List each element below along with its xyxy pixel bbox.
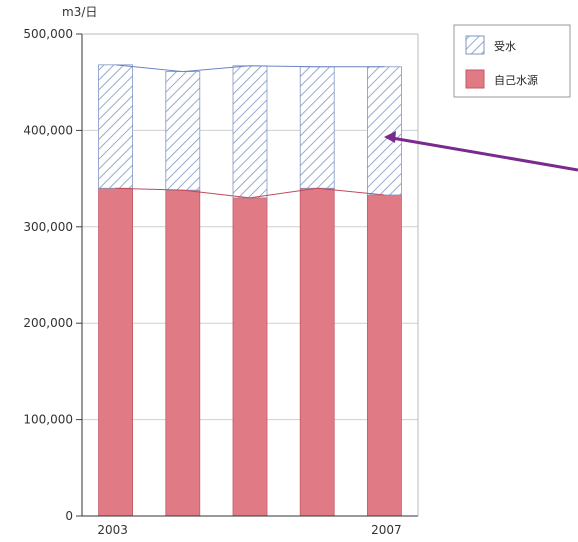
x-tick-label: 2007 bbox=[371, 523, 402, 537]
y-tick-label: 0 bbox=[65, 509, 73, 523]
bar-received-water bbox=[232, 65, 268, 199]
annotation-arrow bbox=[384, 131, 578, 172]
annotation-arrow-shaft bbox=[391, 136, 578, 172]
unit-label: m3/日 bbox=[62, 5, 97, 19]
series-line-received-water bbox=[115, 64, 385, 73]
bar-own-source bbox=[232, 197, 268, 517]
series-line-own-source bbox=[115, 187, 385, 199]
bar-received-water bbox=[98, 64, 133, 189]
bar-own-source bbox=[98, 187, 133, 517]
series-connector-lines bbox=[115, 64, 385, 199]
legend-swatch-own-source bbox=[465, 69, 485, 89]
legend-label-own-source: 自己水源 bbox=[494, 73, 538, 87]
y-tick-label: 100,000 bbox=[23, 413, 73, 427]
bar-own-source bbox=[366, 194, 402, 517]
x-tick-label: 2003 bbox=[97, 523, 128, 537]
y-tick-label: 300,000 bbox=[23, 220, 73, 234]
legend-label-received-water: 受水 bbox=[494, 40, 516, 53]
legend-swatch-received-water bbox=[465, 35, 485, 55]
bar-own-source bbox=[165, 189, 201, 517]
bar-received-water bbox=[366, 66, 402, 196]
y-tick-label: 500,000 bbox=[23, 27, 73, 41]
bar-own-source bbox=[299, 187, 335, 517]
bar-received-water bbox=[299, 66, 335, 189]
annotation-arrow-head bbox=[384, 131, 396, 143]
y-tick-labels: 0 100,000 200,000 300,000 400,000 500,000 bbox=[23, 27, 73, 523]
y-tick-label: 200,000 bbox=[23, 316, 73, 330]
bars bbox=[98, 64, 402, 517]
axes bbox=[81, 33, 419, 517]
y-tick-label: 400,000 bbox=[23, 123, 73, 137]
x-tick-labels: 2003 2007 bbox=[97, 523, 401, 537]
bar-received-water bbox=[165, 71, 201, 191]
